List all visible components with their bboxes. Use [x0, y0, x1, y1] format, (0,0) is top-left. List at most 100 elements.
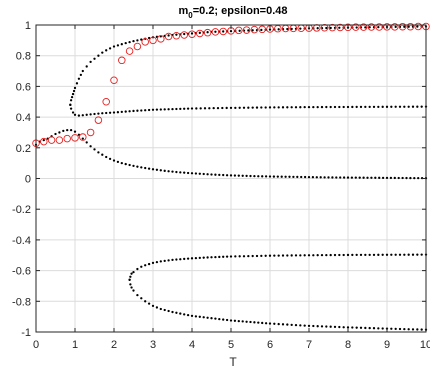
data-point-dot	[260, 106, 263, 109]
x-tick-label: 1	[72, 339, 78, 351]
series-4	[128, 278, 428, 331]
data-point-dot	[249, 174, 252, 178]
data-point-dot	[132, 164, 135, 167]
x-tick-label: 10	[420, 339, 430, 351]
data-point-dot	[290, 27, 293, 31]
y-tick-label: -1	[21, 327, 31, 339]
data-point-dot	[218, 317, 221, 321]
data-point-dot	[147, 302, 151, 305]
x-tick-label: 8	[345, 339, 351, 351]
data-point-dot	[120, 43, 123, 46]
data-point-dot	[159, 108, 162, 111]
data-point-dot	[130, 272, 133, 275]
data-point-dot	[255, 254, 259, 258]
data-point-dot	[85, 65, 88, 68]
data-point-dot	[319, 176, 322, 179]
data-point-dot	[212, 107, 215, 110]
data-point-dot	[238, 106, 241, 109]
data-point-dot	[71, 111, 75, 114]
data-point-circle	[352, 23, 360, 31]
data-point-dot	[116, 44, 120, 47]
data-point-dot	[325, 253, 328, 257]
data-point-dot	[286, 27, 289, 31]
data-point-circle	[188, 30, 196, 38]
data-point-dot	[198, 256, 201, 260]
data-point-dot	[403, 105, 406, 108]
data-point-dot	[300, 175, 303, 179]
y-tick-label: -0.4	[12, 235, 31, 247]
data-point-dot	[89, 60, 92, 63]
data-point-circle	[211, 28, 220, 36]
data-point-dot	[186, 171, 190, 175]
data-point-circle	[406, 22, 415, 31]
data-point-dot	[315, 176, 318, 179]
data-point-circle	[40, 137, 48, 146]
series-0	[34, 129, 428, 180]
data-point-dot	[381, 176, 385, 180]
y-tick-label: 0	[25, 174, 31, 186]
data-point-dot	[155, 261, 159, 264]
data-point-dot	[264, 175, 268, 178]
data-point-dot	[390, 253, 393, 256]
data-point-dot	[251, 29, 254, 32]
data-point-dot	[233, 319, 237, 322]
data-point-dot	[311, 176, 315, 179]
data-point-dot	[251, 254, 254, 258]
data-point-dot	[342, 326, 345, 329]
data-point-dot	[190, 314, 194, 318]
data-point-dot	[73, 86, 77, 90]
data-point-dot	[390, 105, 393, 108]
data-point-dot	[238, 29, 241, 32]
data-point-dot	[368, 326, 371, 330]
data-point-dot	[54, 132, 57, 136]
data-point-dot	[159, 260, 162, 263]
data-point-dot	[247, 29, 250, 32]
data-point-circle	[398, 22, 407, 31]
data-point-circle	[383, 23, 391, 31]
data-point-dot	[175, 170, 178, 174]
data-point-circle	[375, 23, 383, 31]
data-point-dot	[171, 258, 174, 262]
data-point-dot	[140, 166, 143, 169]
data-point-dot	[151, 168, 155, 171]
data-point-dot	[411, 328, 415, 331]
data-point-dot	[186, 257, 190, 260]
data-point-dot	[362, 176, 365, 179]
data-point-dot	[132, 109, 135, 113]
data-point-dot	[194, 256, 198, 260]
data-point-dot	[77, 114, 81, 117]
data-point-circle	[242, 26, 251, 34]
data-point-circle	[391, 23, 399, 31]
data-point-dot	[202, 172, 205, 176]
data-point-circle	[157, 35, 165, 43]
data-point-dot	[303, 106, 306, 109]
data-point-dot	[257, 321, 260, 324]
data-point-dot	[210, 256, 213, 259]
data-point-dot	[120, 110, 123, 114]
data-point-dot	[312, 105, 315, 109]
data-point-dot	[242, 255, 246, 258]
data-point-dot	[323, 176, 326, 179]
data-point-dot	[416, 253, 419, 256]
data-point-dot	[206, 256, 209, 259]
data-point-dot	[140, 109, 143, 112]
data-point-dot	[155, 306, 159, 309]
data-point-dot	[132, 270, 135, 274]
data-point-dot	[299, 106, 302, 109]
data-point-circle	[328, 23, 337, 32]
data-point-dot	[140, 297, 143, 300]
data-point-dot	[273, 254, 276, 257]
data-point-dot	[329, 253, 332, 257]
data-point-dot	[151, 108, 155, 111]
data-point-dot	[329, 26, 332, 30]
data-point-circle	[47, 136, 56, 144]
data-point-dot	[229, 255, 233, 258]
grid	[35, 24, 427, 333]
data-point-dot	[381, 253, 384, 256]
data-point-dot	[85, 141, 88, 144]
data-point-circle	[133, 42, 142, 51]
data-point-dot	[277, 28, 280, 31]
data-point-dot	[183, 107, 186, 110]
data-point-dot	[210, 317, 213, 320]
data-point-dot	[69, 103, 72, 106]
